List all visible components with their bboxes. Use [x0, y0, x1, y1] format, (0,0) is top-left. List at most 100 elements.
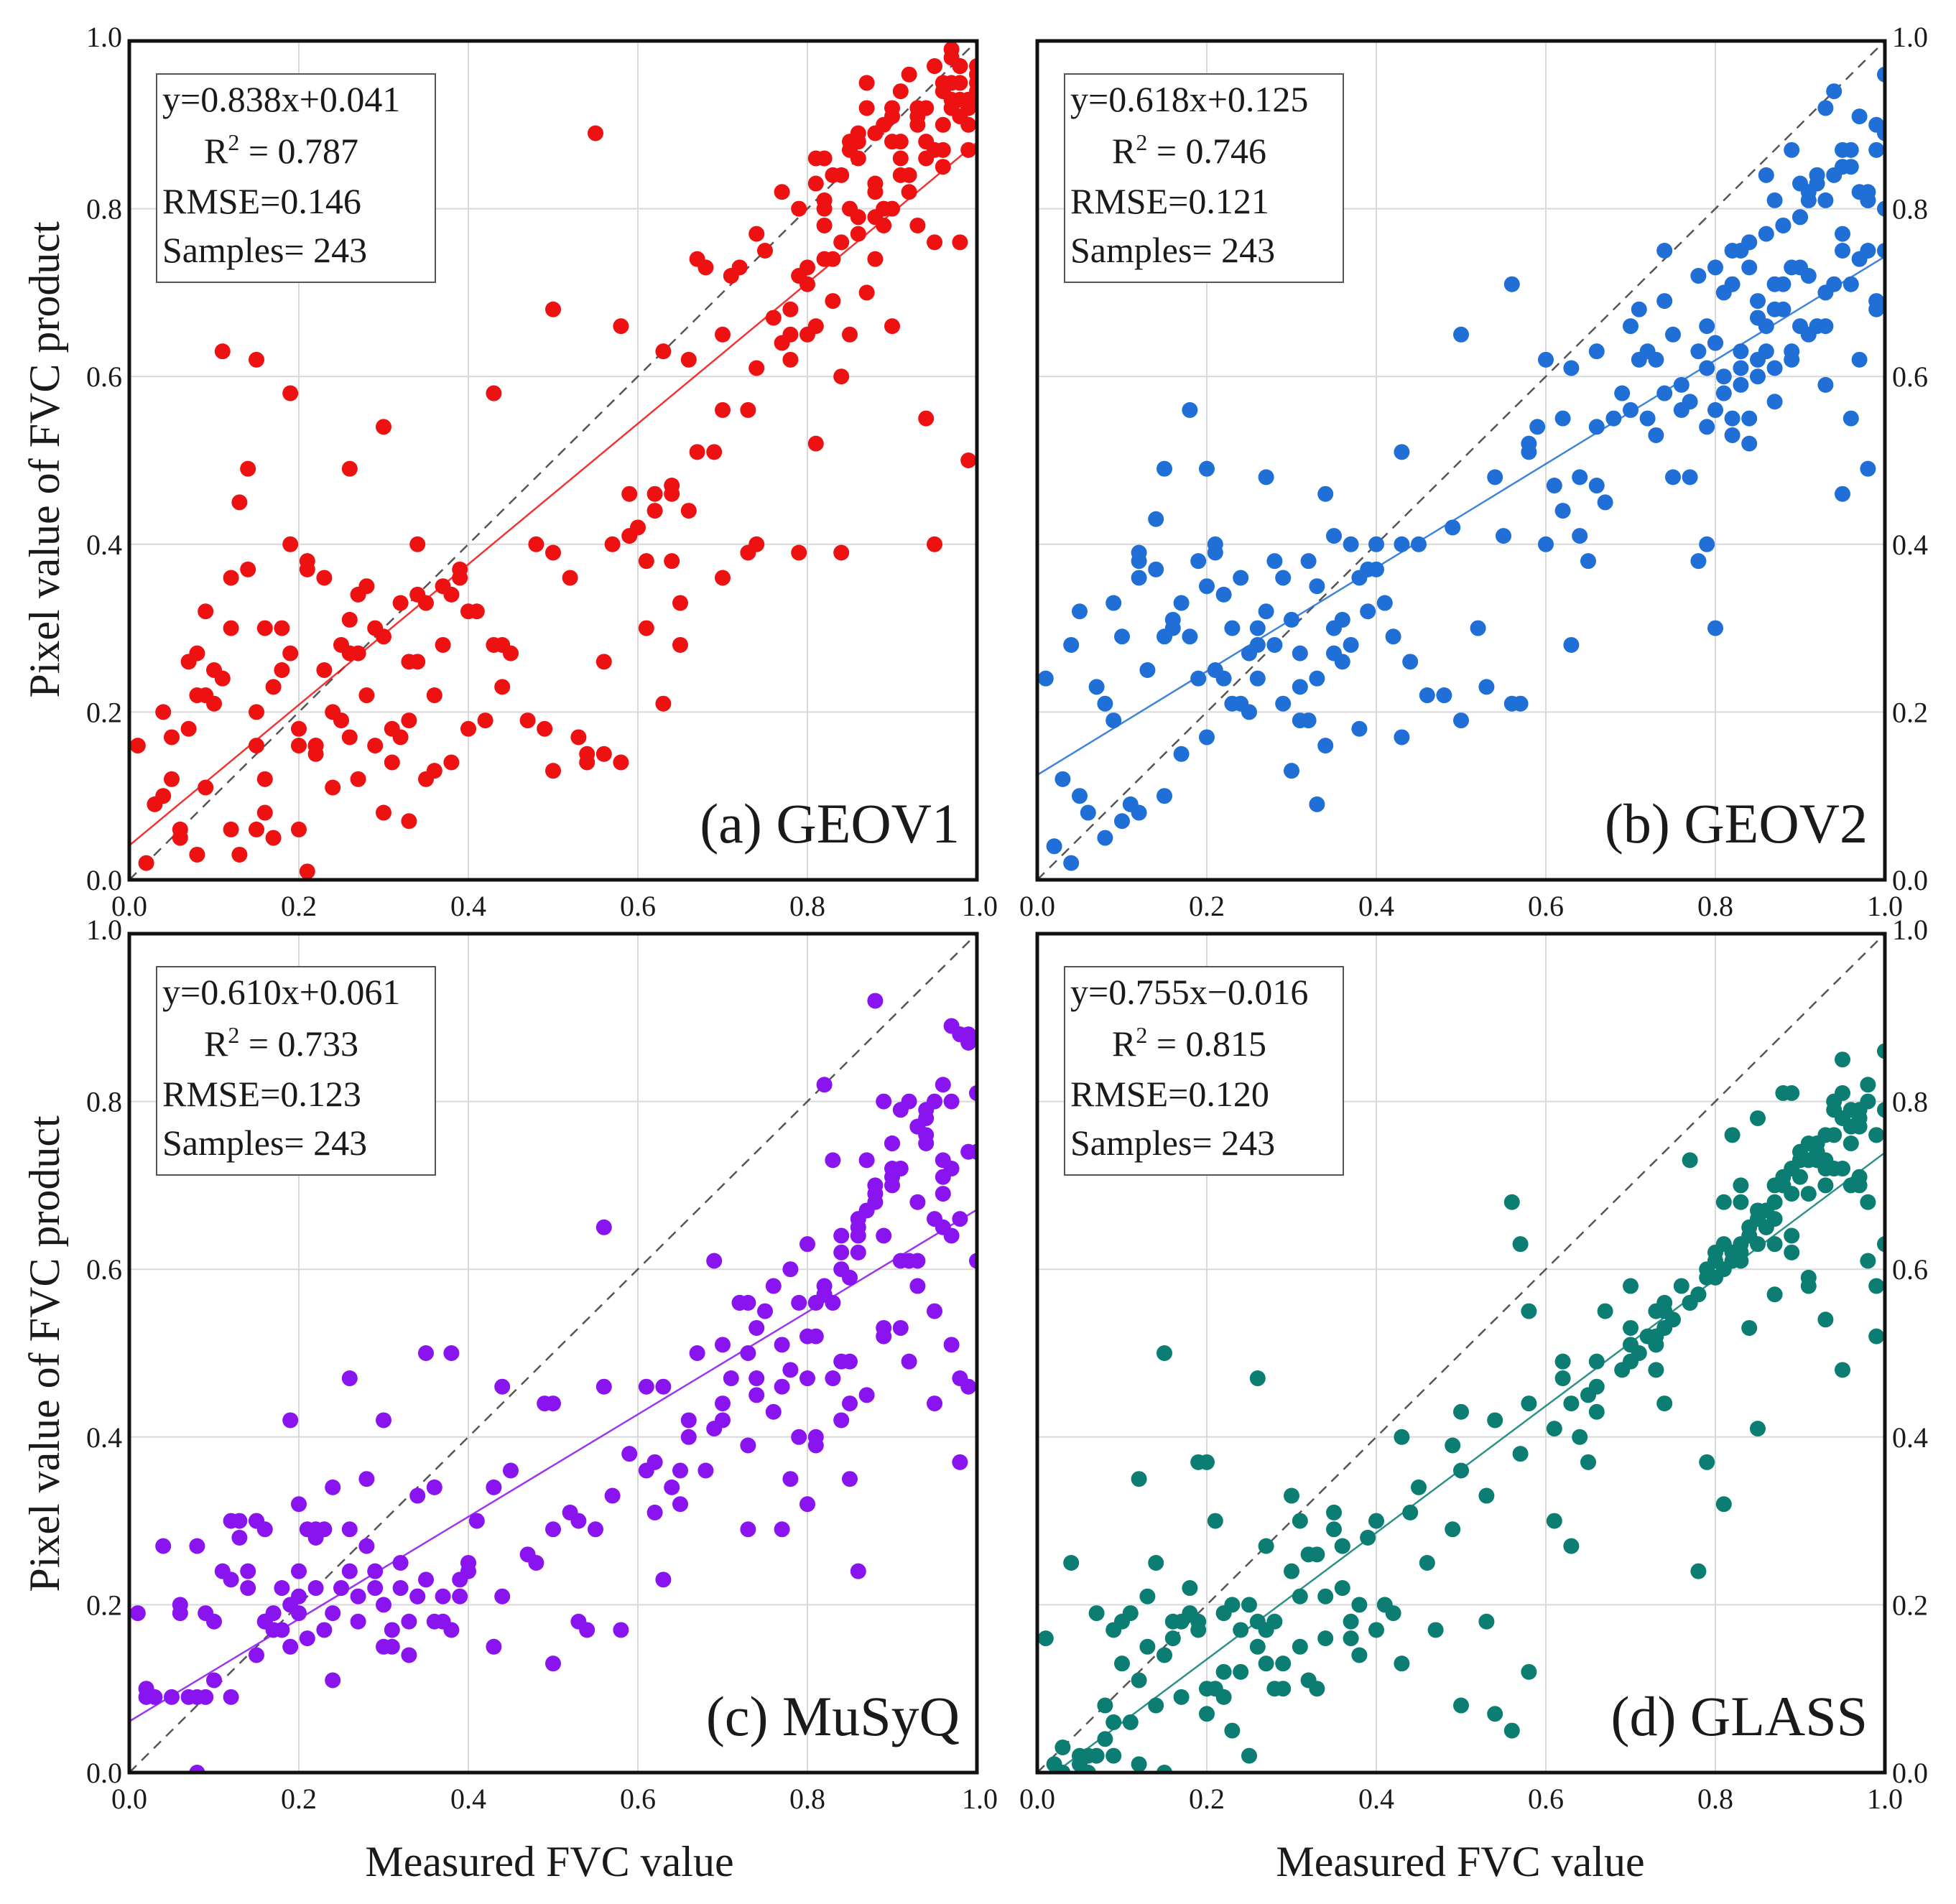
panel-1-point-82	[782, 351, 799, 368]
panel-1-point-68	[545, 301, 561, 317]
panel-4-r-squared-exponent: 2	[1136, 1022, 1147, 1048]
panel-4-point-104	[1800, 1269, 1817, 1286]
panel-3-point-225	[748, 1319, 765, 1336]
panel-1-point-236	[867, 184, 884, 200]
panel-4-point-195	[1487, 1412, 1503, 1429]
panel-1-xtick-label-0: 0.0	[111, 890, 147, 922]
panel-2-point-152	[1233, 695, 1249, 712]
panel-1-point-229	[969, 83, 977, 100]
panel-4-point-154	[1419, 1555, 1435, 1571]
panel-3-point-87	[876, 1227, 892, 1244]
panel-2-xtick-label-0: 0.0	[1019, 890, 1055, 922]
panel-3-point-228	[723, 1370, 739, 1387]
panel-4-point-54	[1503, 1194, 1520, 1210]
panel-1-point-18	[240, 561, 256, 577]
panel-2-samples: Samples= 243	[1070, 230, 1275, 270]
panel-2-point-66	[1572, 528, 1588, 544]
panel-4-point-235	[1623, 1353, 1639, 1370]
panel-4-point-12	[1114, 1655, 1130, 1672]
panel-1-point-32	[316, 570, 333, 586]
panel-2-point-207	[1860, 192, 1876, 208]
panel-4-ytick-label-2: 0.4	[1892, 1421, 1928, 1454]
panel-3-point-22	[274, 1580, 290, 1597]
panel-4-xtick-label-3: 0.6	[1528, 1783, 1564, 1815]
panel-1-point-49	[435, 636, 451, 653]
panel-4-point-114	[1877, 1236, 1885, 1253]
panel-3-xtick-label-5: 1.0	[962, 1783, 998, 1815]
panel-3-point-60	[418, 1345, 434, 1361]
panel-3-point-162	[901, 1253, 917, 1269]
panel-4-points	[1037, 1043, 1885, 1773]
panel-2-xtick-label-5: 1.0	[1867, 890, 1903, 922]
panel-1-r-squared-letter: R	[204, 131, 228, 171]
panel-1-points	[129, 41, 977, 880]
panel-2-point-33	[1284, 763, 1299, 779]
panel-4-point-72	[1623, 1278, 1639, 1294]
panel-1-point-167	[291, 821, 307, 837]
panel-1-point-64	[282, 385, 299, 401]
panel-3-point-67	[664, 1479, 680, 1495]
panel-1-point-170	[367, 738, 384, 754]
panel-2-point-166	[1750, 351, 1766, 368]
panel-2-point-82	[1750, 368, 1766, 385]
panel-4-point-92	[1817, 1177, 1834, 1194]
panel-2-point-63	[1546, 478, 1562, 494]
panel-3-point-119	[935, 1152, 951, 1169]
panel-3-frame	[127, 932, 979, 1775]
panel-3-point-48	[494, 1378, 511, 1395]
panel-3-point-226	[740, 1345, 756, 1361]
panel-2-point-85	[1775, 301, 1792, 317]
panel-3-point-64	[638, 1378, 654, 1395]
panel-3-point-229	[715, 1337, 731, 1353]
panel-2-point-70	[1614, 385, 1631, 401]
panel-3-point-124	[231, 1529, 248, 1546]
panel-2-point-90	[1817, 376, 1834, 393]
panel-3-point-135	[341, 1563, 358, 1579]
panel-1-point-71	[638, 553, 654, 570]
panel-3-point-184	[409, 1588, 426, 1605]
panel-1-point-220	[715, 570, 731, 586]
panel-2-point-220	[1733, 360, 1749, 376]
panel-1-point-198	[825, 167, 841, 183]
panel-1-point-19	[249, 738, 264, 754]
panel-2-point-224	[1699, 318, 1715, 335]
panel-3-point-181	[291, 1496, 307, 1513]
panel-1-xtick-label-2: 0.4	[450, 890, 486, 922]
panel-1-point-62	[249, 351, 264, 368]
panel-2-point-13	[1131, 804, 1147, 821]
panel-4-point-113	[1860, 1253, 1876, 1269]
panel-4-point-233	[1639, 1328, 1656, 1345]
panel-2-point-142	[1190, 553, 1207, 570]
panel-1-point-212	[376, 628, 391, 645]
panel-2-point-59	[1394, 444, 1410, 460]
panel-3-point-68	[672, 1462, 688, 1479]
panel-1-point-98	[918, 410, 935, 427]
panel-3-point-137	[409, 1487, 426, 1504]
panel-2-fit-line	[1037, 256, 1885, 776]
panel-4-point-124	[1097, 1731, 1113, 1747]
panel-3-point-146	[384, 1638, 400, 1655]
panel-2-point-4	[1080, 804, 1096, 821]
panel-4-point-82	[1733, 1194, 1749, 1210]
panel-1-point-216	[537, 720, 553, 737]
panel-2-xtick-label-2: 0.4	[1358, 890, 1394, 922]
panel-2-point-153	[1284, 611, 1299, 628]
panel-1-point-25	[282, 645, 299, 661]
panel-4-xtick-label-4: 0.8	[1697, 1783, 1733, 1815]
panel-4-point-75	[1656, 1396, 1673, 1412]
panel-2-point-194	[1445, 519, 1461, 536]
panel-1-point-90	[858, 75, 875, 91]
panel-4-point-16	[1139, 1588, 1156, 1605]
panel-3-point-11	[206, 1672, 222, 1689]
panel-3-point-55	[613, 1622, 629, 1638]
panel-3-point-93	[927, 1396, 942, 1412]
panel-4-point-157	[1512, 1446, 1529, 1462]
panel-1-xtick-label-4: 0.8	[789, 890, 825, 922]
panel-4-point-194	[1445, 1437, 1461, 1454]
panel-3-point-78	[799, 1496, 815, 1513]
panel-3-point-214	[842, 1269, 858, 1286]
panel-2-point-218	[1750, 293, 1766, 310]
panel-3-r-squared-exponent: 2	[228, 1022, 239, 1048]
panel-4-point-142	[1131, 1672, 1147, 1689]
panel-2-point-120	[1843, 410, 1859, 427]
